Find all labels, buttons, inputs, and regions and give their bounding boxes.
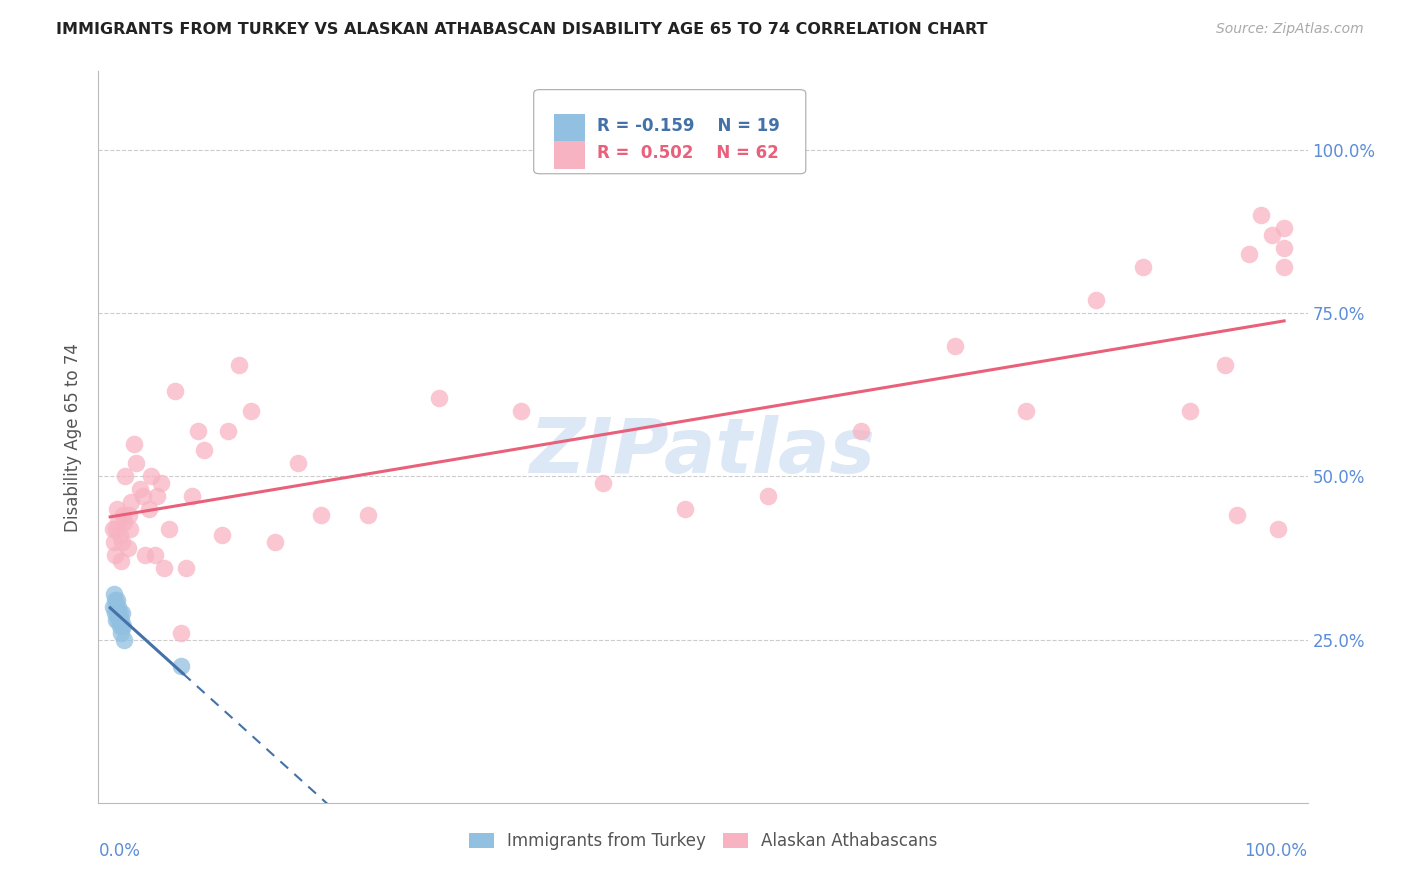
Point [108,607,131,621]
Point [1085,293,1108,307]
Point [181,489,204,503]
Point [107,515,129,529]
Point [104,593,127,607]
Point [107,613,129,627]
Point [105,521,128,535]
Point [311,508,333,523]
Text: 0.0%: 0.0% [98,842,141,860]
Point [105,593,128,607]
Point [1132,260,1154,275]
Text: R =  0.502    N = 62: R = 0.502 N = 62 [596,145,779,162]
Point [117,541,139,555]
Point [111,619,134,633]
Point [157,521,180,535]
Point [122,436,145,450]
Legend: Immigrants from Turkey, Alaskan Athabascans: Immigrants from Turkey, Alaskan Athabasc… [463,825,943,856]
Point [114,469,136,483]
Point [1272,221,1295,235]
Point [112,619,135,633]
Point [357,508,380,523]
Point [112,515,135,529]
Point [1215,358,1237,372]
Point [105,502,128,516]
Text: IMMIGRANTS FROM TURKEY VS ALASKAN ATHABASCAN DISABILITY AGE 65 TO 74 CORRELATION: IMMIGRANTS FROM TURKEY VS ALASKAN ATHABA… [56,22,988,37]
Point [111,534,134,549]
Text: 100.0%: 100.0% [1244,842,1308,860]
Point [1272,241,1295,255]
Point [103,587,125,601]
Point [163,384,186,399]
Point [108,528,131,542]
Point [263,534,285,549]
Point [240,404,263,418]
Y-axis label: Disability Age 65 to 74: Disability Age 65 to 74 [65,343,83,532]
Point [1180,404,1202,418]
Point [143,548,166,562]
Point [756,489,779,503]
Point [1226,508,1249,523]
Point [112,508,135,523]
Point [107,599,129,614]
Point [427,391,450,405]
Text: Source: ZipAtlas.com: Source: ZipAtlas.com [1216,22,1364,37]
Point [187,424,209,438]
Point [120,521,142,535]
Point [105,613,128,627]
Text: ZIPatlas: ZIPatlas [530,415,876,489]
Point [287,456,309,470]
Point [111,607,134,621]
Point [149,475,172,490]
Point [105,607,128,621]
Point [510,404,533,418]
Point [228,358,250,372]
Point [592,475,614,490]
FancyBboxPatch shape [554,114,585,142]
Point [101,599,124,614]
Point [153,560,176,574]
Point [1250,208,1272,222]
Point [1261,227,1284,242]
Point [110,626,132,640]
Point [132,489,155,503]
Point [193,443,215,458]
Point [110,613,132,627]
Point [146,489,169,503]
Point [103,534,125,549]
Point [169,658,191,673]
Point [217,424,239,438]
Point [104,607,127,621]
Point [105,599,128,614]
Point [112,632,135,647]
Point [1267,521,1289,535]
Point [211,528,233,542]
Point [120,495,142,509]
Point [125,456,148,470]
Point [851,424,873,438]
Point [141,469,163,483]
Point [118,508,141,523]
Point [101,521,124,535]
Text: R = -0.159    N = 19: R = -0.159 N = 19 [596,118,779,136]
FancyBboxPatch shape [554,141,585,169]
Point [1237,247,1260,261]
Point [108,619,131,633]
Point [110,554,132,568]
Point [945,339,967,353]
Point [104,548,127,562]
Point [138,502,160,516]
Point [673,502,696,516]
Point [176,560,198,574]
Point [1272,260,1295,275]
Point [128,483,150,497]
Point [169,626,191,640]
FancyBboxPatch shape [534,90,806,174]
Point [1015,404,1038,418]
Point [134,548,156,562]
